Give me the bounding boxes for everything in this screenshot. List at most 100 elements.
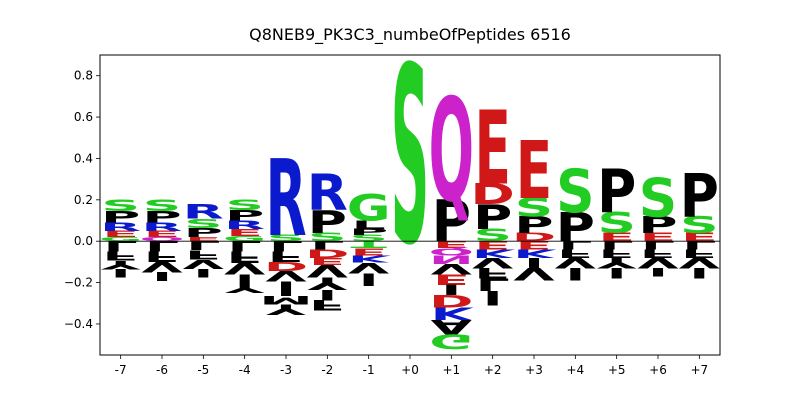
logo-letter-K: K [472,247,516,260]
logo-letter-N: N [429,253,474,266]
logo-letter-I: I [483,286,503,309]
x-tick-label: -3 [280,363,292,377]
logo-letter-G: G [429,329,473,352]
x-tick-label: -6 [156,363,168,377]
logo-letter-F: F [640,247,676,260]
logo-letter-E: E [474,89,510,208]
logo-letter-T: T [350,239,386,251]
logo-letter-E: E [350,246,386,258]
logo-letter-S: S [349,234,387,244]
logo-letter-G: G [223,235,267,243]
logo-letter-S: S [184,216,222,231]
logo-letter-P: P [142,209,181,227]
x-tick-label: +2 [484,363,502,377]
logo-letter-F: F [557,247,593,260]
logo-letter-I: I [565,264,585,284]
logo-letter-I: I [648,265,668,278]
logo-letter-V: V [307,261,349,281]
logo-letter-E: E [185,236,221,243]
logo-letter-Y: Y [596,254,637,270]
logo-letter-E: E [516,124,552,217]
logo-letter-R: R [183,201,224,224]
logo-letter-R: R [307,165,348,223]
y-tick-label: 0.2 [74,193,93,207]
logo-letter-I: I [359,269,379,289]
logo-letter-P: P [432,189,471,255]
logo-letter-I: I [152,269,172,284]
logo-letter-L: L [186,238,220,253]
logo-letter-D: D [471,178,515,211]
logo-letter-I: I [607,264,627,280]
x-tick-label: -4 [239,363,251,377]
logo-letter-D: D [305,247,349,260]
logo-letter-K: K [348,253,391,265]
logo-letter-M: M [259,293,312,306]
logo-letter-P: P [101,209,140,227]
logo-letter-R: R [224,219,265,232]
logo-letter-F: F [185,247,221,262]
logo-letter-E: E [309,255,345,267]
logo-letter-S: S [143,197,181,215]
logo-letter-L: L [352,219,386,232]
logo-letter-I: I [193,266,213,279]
logo-letter-G: G [347,186,391,229]
logo-letter-P: P [473,197,512,237]
x-tick-label: +5 [608,363,626,377]
logo-letter-S: S [597,207,635,240]
logo-letter-E: E [433,271,469,287]
logo-letter-G: G [99,236,143,243]
logo-letter-D: D [429,291,473,311]
logo-letter-V: V [555,254,597,270]
x-tick-label: -1 [363,363,375,377]
x-tick-label: +0 [401,363,419,377]
logo-letter-E: E [144,230,180,240]
logo-letter-Y: Y [224,282,266,295]
logo-letter-S: S [556,159,594,227]
y-axis: −0.4 −0.2 0.0 0.2 0.4 0.6 0.8 [64,69,100,331]
logo-letter-F: F [144,248,180,264]
logo-letter-V: V [183,257,224,272]
logo-letter-Q: Q [139,236,184,243]
logo-letter-S: S [101,197,139,215]
y-tick-label: 0.6 [74,110,93,124]
logo-letter-A: A [431,315,472,338]
logo-letter-L: L [104,238,138,254]
logo-letter-R: R [265,138,306,260]
logo-glyphs: GERPSLFYIQERPSLFVIEPSRLFVIGERPSLFVIYSRLF… [99,15,721,352]
logo-letter-P: P [308,204,347,240]
logo-letter-F: F [474,264,510,280]
logo-letter-Q: Q [429,70,474,234]
x-tick-label: -7 [115,363,127,377]
logo-letter-P: P [225,208,264,224]
logo-letter-V: V [679,254,721,270]
logo-letter-P: P [597,159,636,227]
logo-letter-V: V [431,260,473,276]
logo-letter-L: L [145,238,179,254]
logo-letter-P: P [184,226,223,241]
logo-letter-P: P [638,212,677,239]
logo-letter-I: I [689,264,709,280]
x-tick-label: +7 [690,363,708,377]
logo-letter-I: I [524,254,544,270]
logo-letter-E: E [102,230,138,240]
logo-letter-P: P [680,163,719,231]
x-axis: -7 -6 -5 -4 -3 -2 -1 +0 +1 +2 +3 +4 +5 +6 +7 [115,355,708,377]
logo-letter-Y: Y [100,258,142,271]
logo-letter-V: V [141,258,183,274]
logo-letter-I: I [317,286,337,302]
y-tick-label: 0.4 [74,151,93,165]
logo-letter-S: S [267,234,305,244]
logo-letter-D: D [264,259,308,274]
logo-letter-K: K [513,247,557,260]
logo-letter-S: S [639,166,677,229]
logo-letter-R: R [141,221,182,234]
logo-letter-P: P [349,227,388,237]
y-tick-label: −0.2 [64,276,93,290]
logo-letter-Q: Q [429,246,474,258]
x-tick-label: +4 [566,363,584,377]
logo-letter-R: R [100,221,141,234]
logo-letter-I: I [441,281,461,297]
logo-letter-L: L [269,238,303,254]
